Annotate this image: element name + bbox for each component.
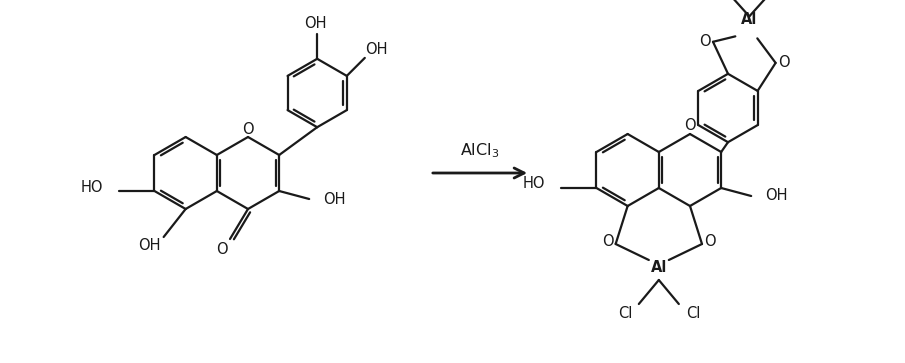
Text: OH: OH	[138, 237, 161, 253]
Text: Al: Al	[651, 260, 667, 274]
Text: O: O	[243, 122, 253, 136]
Text: Cl: Cl	[686, 306, 700, 322]
Text: O: O	[777, 56, 789, 70]
Text: O: O	[684, 118, 696, 134]
Text: AlCl$_3$: AlCl$_3$	[461, 142, 500, 160]
Text: OH: OH	[304, 16, 327, 31]
Text: O: O	[704, 234, 716, 249]
Text: OH: OH	[765, 188, 787, 204]
Text: OH: OH	[323, 192, 346, 207]
Text: O: O	[216, 241, 228, 257]
Text: HO: HO	[81, 179, 103, 195]
Text: Cl: Cl	[617, 306, 632, 322]
Text: HO: HO	[523, 176, 546, 192]
Text: O: O	[602, 234, 614, 249]
Text: O: O	[700, 34, 710, 49]
Text: OH: OH	[366, 42, 388, 57]
Text: Al: Al	[741, 12, 757, 27]
